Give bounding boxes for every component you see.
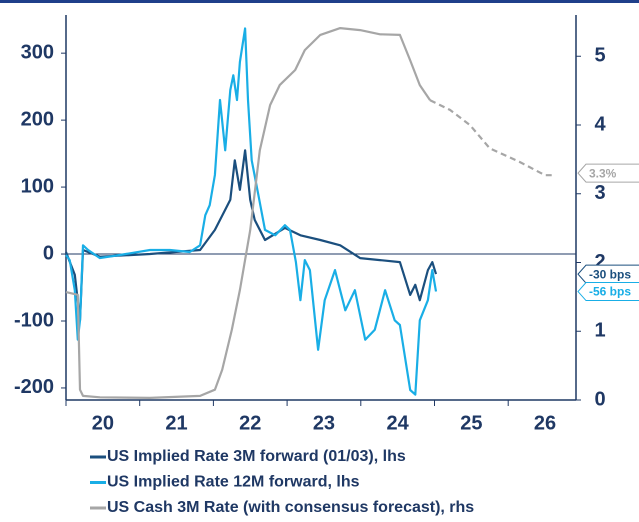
y2-tick-label: 2 [594,251,605,273]
x-tick-label: 22 [239,412,261,434]
y2-tick-label: 1 [594,320,605,342]
y-tick-label: -200 [14,376,54,398]
x-tick-label: 23 [313,412,335,434]
annotation-label: -56 bps [589,285,631,299]
y-tick-label: 300 [21,41,54,63]
series-line [64,149,438,322]
x-tick-label: 21 [165,412,187,434]
series-line [65,27,432,399]
forecast-line [429,99,552,177]
y-tick-label: 100 [21,175,54,197]
legend-label: US Implied Rate 3M forward (01/03), lhs [107,448,406,465]
x-tick-label: 25 [460,412,482,434]
y-tick-label: -100 [14,309,54,331]
y-tick-label: 0 [43,242,54,264]
y2-tick-label: 4 [594,113,606,135]
annotation-box [577,282,639,302]
annotation-label: -30 bps [589,267,631,281]
series-line [65,27,438,396]
y2-tick-label: 3 [594,182,605,204]
annotation-label: 3.3% [589,166,617,180]
legend-label: US Implied Rate 12M forward, lhs [107,474,360,491]
y2-tick-label: 5 [594,45,605,67]
x-tick-label: 24 [387,412,410,434]
legend-label: US Cash 3M Rate (with consensus forecast… [107,499,474,516]
x-tick-label: 26 [534,412,556,434]
x-tick-label: 20 [92,412,114,434]
annotation-box [577,163,639,183]
top-band [0,0,639,3]
annotation-box [577,264,639,284]
y2-tick-label: 0 [594,388,605,410]
y-tick-label: 200 [21,108,54,130]
